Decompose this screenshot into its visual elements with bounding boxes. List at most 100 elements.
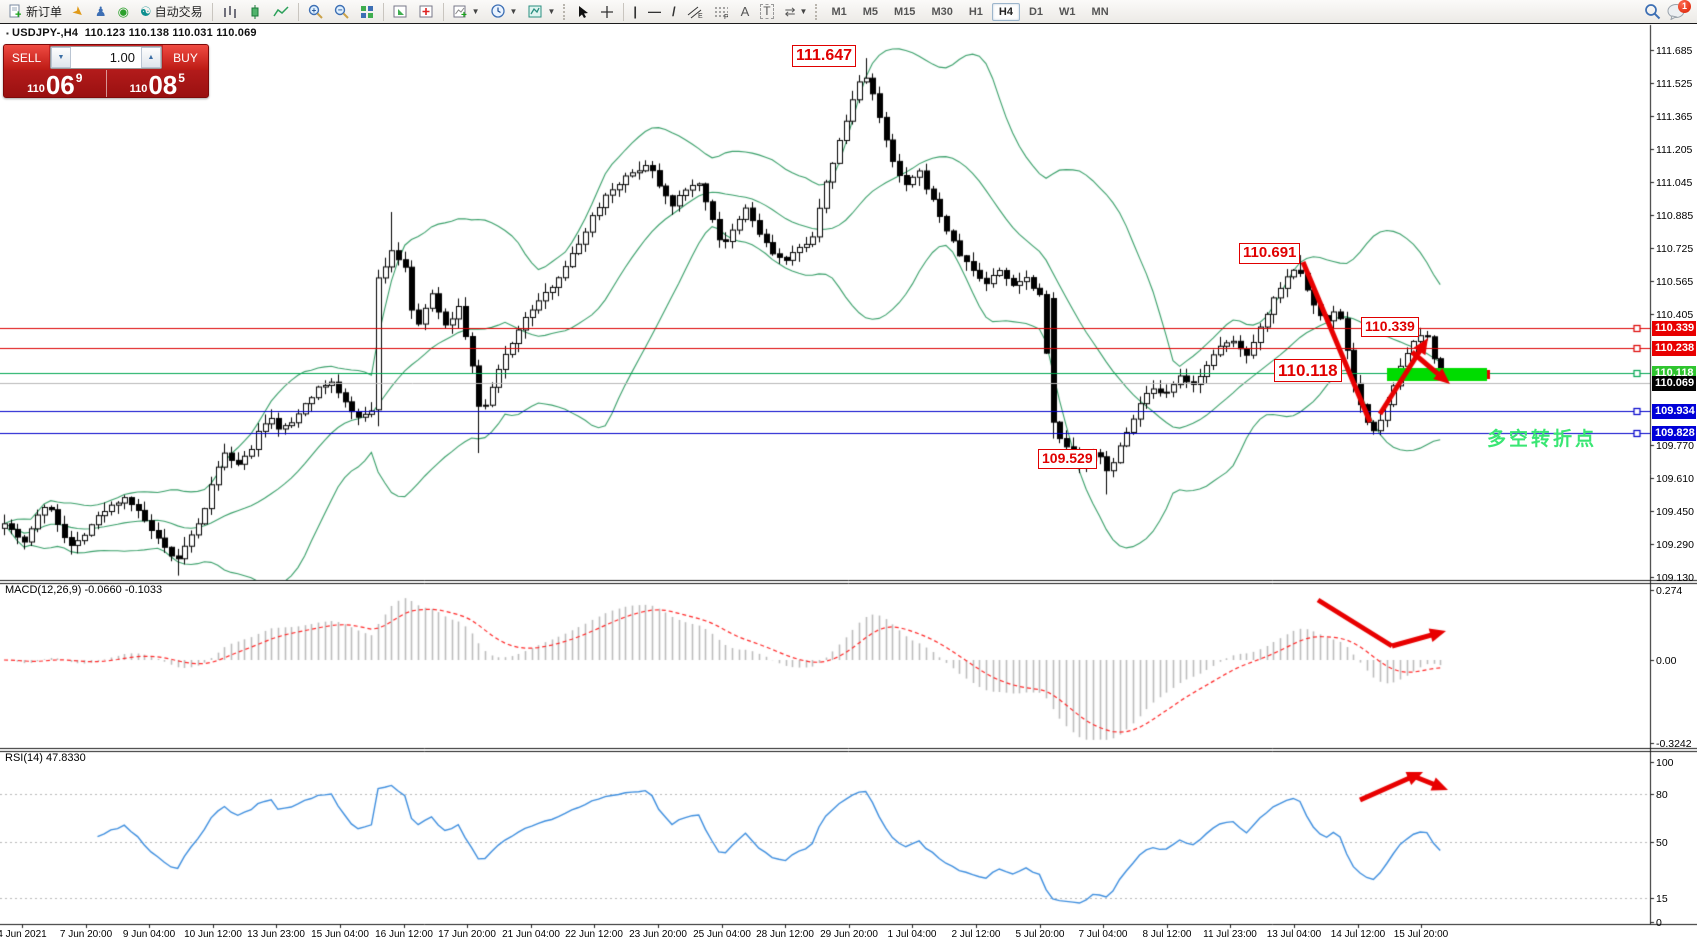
date-label: 7 Jun 20:00 [59, 929, 113, 940]
objects-window-button[interactable] [414, 0, 439, 24]
price-badge-109.934: 109.934 [1652, 404, 1696, 419]
volume-input[interactable]: 1.00 [109, 50, 135, 65]
terminal-icon: ♟ [94, 4, 107, 19]
add-indicator-button[interactable]: + ▼ [448, 0, 485, 24]
timeframe-D1[interactable]: D1 [1028, 5, 1044, 18]
strategy-tester-button[interactable]: ◉ [113, 0, 134, 24]
date-label: 10 Jun 12:00 [184, 929, 242, 940]
buy-price-prefix: 110 [129, 83, 148, 95]
sell-button[interactable]: SELL [4, 45, 49, 70]
symbol-ohlc-line: ▪ USDJPY-,H4 110.123 110.138 110.031 110.… [6, 27, 257, 39]
price-badge-110.339: 110.339 [1652, 321, 1696, 336]
toolbar-separator [623, 2, 625, 21]
date-label: 8 Jul 12:00 [1142, 929, 1192, 940]
equidistant-channel-icon: E [687, 6, 703, 19]
sell-price-pip: 9 [75, 71, 83, 85]
date-label: 23 Jun 20:00 [629, 929, 687, 940]
price-tick-111.525: 111.525 [1656, 78, 1693, 90]
zoom-in-button[interactable]: + [303, 0, 328, 24]
price-callout-110.691[interactable]: 110.691 [1239, 243, 1301, 264]
volume-increase-button[interactable]: ▲ [141, 47, 161, 68]
macd-tick--0.3242: -0.3242 [1656, 738, 1692, 750]
templates-button[interactable]: ▼ [523, 0, 560, 24]
equidistant-channel-tool[interactable]: E [682, 0, 708, 24]
price-callout-110.339[interactable]: 110.339 [1361, 317, 1419, 337]
buy-price[interactable]: 110 08 5 [107, 70, 209, 97]
new-order-button[interactable]: + 新订单 [4, 0, 67, 24]
price-tick-110.565: 110.565 [1656, 276, 1694, 288]
timeframe-M15[interactable]: M15 [894, 5, 916, 18]
horizontal-line-icon: — [648, 4, 661, 19]
vertical-line-icon: | [633, 4, 637, 19]
timeframe-M30[interactable]: M30 [931, 5, 953, 18]
toolbar-separator [211, 2, 213, 21]
price-callout-109.529[interactable]: 109.529 [1038, 449, 1097, 469]
price-tick-110.725: 110.725 [1656, 243, 1694, 255]
sell-price[interactable]: 110 06 9 [4, 70, 107, 97]
timeframe-W1[interactable]: W1 [1059, 5, 1076, 18]
price-tick-111.045: 111.045 [1656, 177, 1693, 189]
strategy-tester-icon: ◉ [117, 4, 129, 19]
bar-chart-button[interactable] [217, 0, 242, 24]
zoom-out-button[interactable]: − [329, 0, 354, 24]
timeframe-H1[interactable]: H1 [968, 5, 983, 18]
date-label: 28 Jun 12:00 [756, 929, 814, 940]
dropdown-arrow-icon: ▼ [509, 7, 518, 16]
profiles-icon: ➤ [69, 2, 88, 21]
vertical-line-tool[interactable]: | [628, 0, 642, 24]
line-chart-button[interactable] [268, 0, 294, 24]
cursor-tool-button[interactable] [572, 0, 594, 24]
add-indicator-icon: + [453, 5, 467, 19]
date-label: 25 Jun 04:00 [693, 929, 751, 940]
svg-text:−: − [337, 6, 342, 15]
price-tick-109.61: 109.610 [1656, 473, 1694, 485]
price-callout-110.118[interactable]: 110.118 [1274, 359, 1342, 383]
timeframe-MN[interactable]: MN [1091, 5, 1109, 18]
tile-windows-button[interactable] [355, 0, 379, 24]
timeframe-H4[interactable]: H4 [991, 2, 1020, 21]
toolbar-separator [382, 2, 384, 21]
timeframe-M1[interactable]: M1 [831, 5, 847, 18]
date-label: 29 Jun 20:00 [820, 929, 878, 940]
indicators-window-button[interactable] [388, 0, 413, 24]
date-label: 17 Jun 20:00 [438, 929, 496, 940]
price-tick-111.365: 111.365 [1656, 111, 1693, 123]
text-tool[interactable]: A [736, 0, 755, 24]
cursor-icon [579, 5, 589, 18]
symbol-icon: ▪ [6, 29, 10, 38]
objects-window-icon [419, 5, 433, 17]
tile-windows-icon [360, 5, 373, 18]
timeframe-M5[interactable]: M5 [862, 5, 879, 18]
crosshair-icon [601, 5, 614, 18]
date-label: 2 Jul 12:00 [951, 929, 1001, 940]
fibonacci-tool[interactable]: F [709, 0, 735, 24]
crosshair-tool-button[interactable] [595, 0, 619, 24]
notifications-button[interactable]: 1 [1667, 0, 1691, 21]
autotrading-button[interactable]: ☯ 自动交易 [135, 0, 208, 24]
search-icon[interactable] [1644, 3, 1661, 20]
arrows-tool[interactable]: ⇄ ▼ [780, 0, 813, 24]
timeframe-bar: M1 M5 M15 M30 H1 H4 D1 W1 MN [824, 2, 1115, 21]
trendline-tool[interactable]: / [667, 0, 681, 24]
zoom-in-icon: + [308, 4, 323, 19]
horizontal-line-tool[interactable]: — [643, 0, 666, 24]
volume-decrease-button[interactable]: ▼ [51, 47, 71, 68]
price-badge-110.238: 110.238 [1652, 341, 1696, 356]
autotrading-label: 自动交易 [154, 5, 203, 19]
zoom-out-icon: − [334, 4, 349, 19]
periods-button[interactable]: ▼ [486, 0, 523, 24]
price-callout-111.647[interactable]: 111.647 [792, 45, 857, 67]
profiles-button[interactable]: ➤ [68, 0, 89, 24]
macd-tick-0.00: 0.00 [1656, 655, 1677, 667]
notification-badge: 1 [1678, 0, 1691, 13]
text-label-tool[interactable]: T [755, 0, 778, 24]
line-chart-icon [272, 5, 289, 16]
terminal-button[interactable]: ♟ [90, 0, 112, 24]
buy-button[interactable]: BUY [163, 45, 208, 70]
rsi-tick-50: 50 [1656, 837, 1668, 849]
date-label: 16 Jun 12:00 [375, 929, 433, 940]
svg-text:+: + [311, 6, 316, 15]
candlestick-chart-button[interactable] [243, 0, 267, 24]
sell-price-prefix: 110 [27, 83, 45, 95]
